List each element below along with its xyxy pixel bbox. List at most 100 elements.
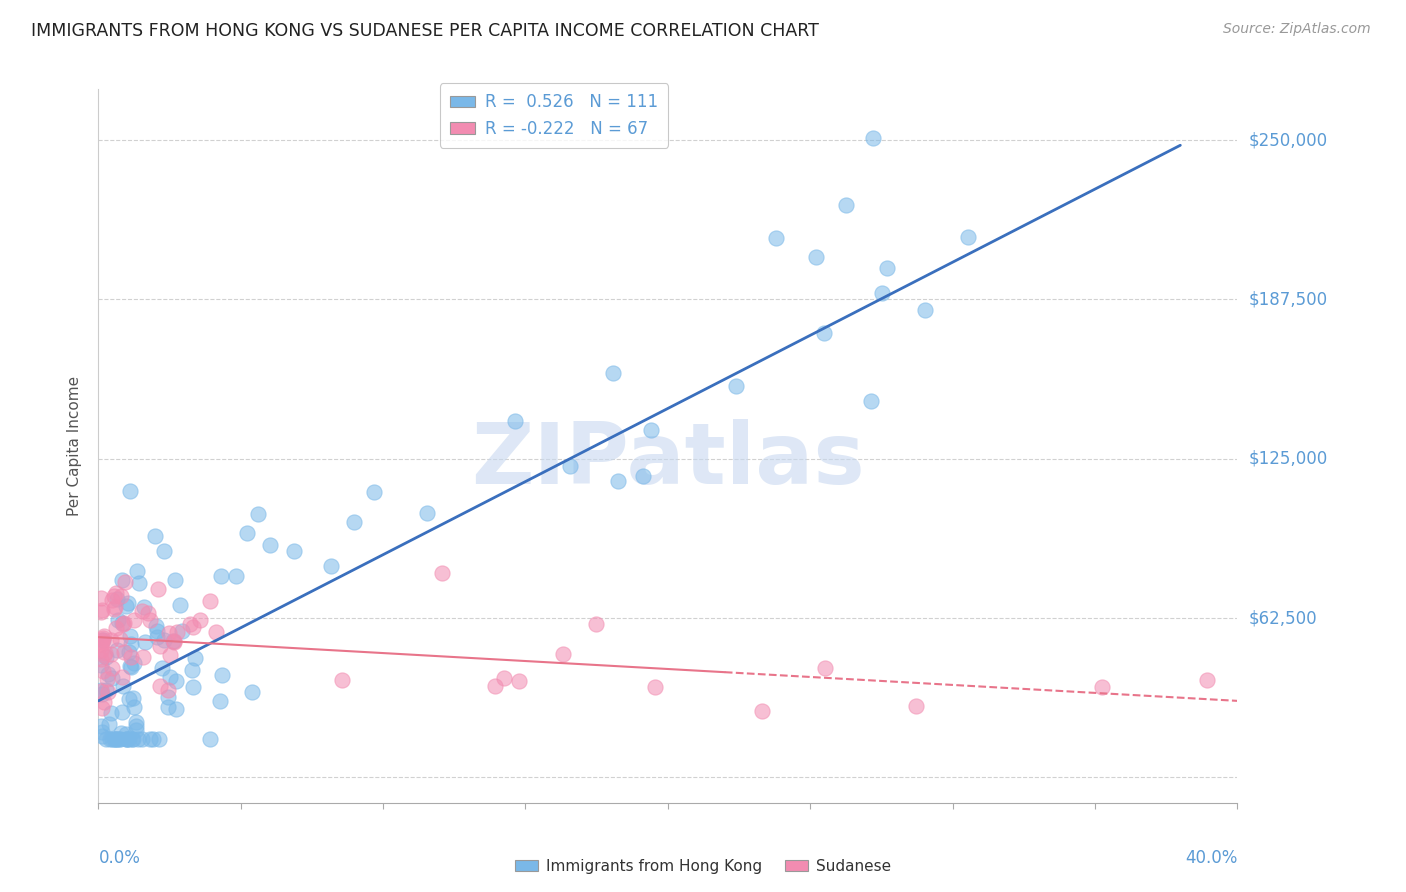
Point	[134, 600, 156, 615]
Point	[143, 528, 166, 542]
Point	[725, 379, 748, 393]
Text: Source: ZipAtlas.com: Source: ZipAtlas.com	[1223, 22, 1371, 37]
Text: $187,500: $187,500	[1249, 291, 1327, 309]
Point	[492, 672, 515, 686]
Point	[503, 414, 526, 428]
Point	[100, 706, 122, 721]
Point	[100, 632, 122, 647]
Point	[93, 646, 115, 660]
Point	[156, 682, 179, 697]
Point	[122, 613, 145, 627]
Text: ZIPatlas: ZIPatlas	[471, 418, 865, 502]
Point	[180, 663, 202, 677]
Point	[602, 367, 624, 381]
Point	[145, 618, 167, 632]
Point	[90, 606, 112, 620]
Point	[198, 593, 221, 607]
Point	[120, 650, 142, 665]
Point	[118, 483, 141, 498]
Point	[90, 719, 112, 733]
Point	[93, 629, 115, 643]
Point	[105, 592, 128, 607]
Point	[111, 573, 134, 587]
Point	[205, 625, 228, 640]
Point	[94, 683, 117, 698]
Point	[93, 648, 115, 663]
Point	[122, 691, 145, 706]
Point	[211, 668, 233, 682]
Point	[163, 634, 186, 648]
Point	[120, 660, 142, 674]
Point	[1195, 673, 1218, 687]
Point	[105, 643, 128, 657]
Point	[90, 633, 112, 648]
Point	[103, 732, 125, 747]
Point	[765, 231, 787, 245]
Point	[585, 616, 607, 631]
Point	[93, 631, 115, 645]
Point	[283, 543, 305, 558]
Point	[90, 701, 112, 715]
Point	[551, 647, 574, 661]
Point	[90, 591, 112, 606]
Point	[179, 616, 201, 631]
Point	[188, 613, 211, 627]
Point	[94, 732, 117, 747]
Point	[165, 702, 187, 716]
Point	[142, 732, 165, 747]
Point	[136, 606, 159, 620]
Point	[343, 515, 366, 529]
Point	[108, 732, 131, 747]
Point	[870, 285, 893, 300]
Point	[640, 423, 662, 437]
Point	[90, 643, 112, 657]
Y-axis label: Per Capita Income: Per Capita Income	[67, 376, 83, 516]
Point	[162, 634, 184, 648]
Point	[125, 564, 148, 578]
Point	[90, 652, 112, 666]
Point	[104, 621, 127, 635]
Point	[91, 664, 114, 678]
Point	[90, 684, 112, 698]
Point	[166, 625, 188, 640]
Point	[200, 732, 222, 747]
Point	[112, 644, 135, 658]
Text: $125,000: $125,000	[1249, 450, 1327, 467]
Point	[104, 599, 127, 614]
Point	[319, 558, 342, 573]
Point	[150, 661, 173, 675]
Point	[156, 700, 179, 714]
Point	[91, 635, 114, 649]
Point	[104, 732, 127, 747]
Point	[91, 687, 114, 701]
Point	[876, 261, 898, 276]
Point	[96, 672, 118, 686]
Point	[125, 714, 148, 729]
Point	[120, 659, 142, 673]
Point	[183, 620, 205, 634]
Point	[101, 661, 124, 675]
Point	[90, 658, 112, 673]
Point	[115, 727, 138, 741]
Point	[146, 582, 169, 596]
Point	[97, 666, 120, 681]
Point	[122, 656, 145, 670]
Point	[125, 719, 148, 733]
Point	[134, 635, 156, 649]
Point	[120, 629, 142, 643]
Point	[225, 569, 247, 583]
Point	[110, 726, 132, 740]
Point	[806, 251, 828, 265]
Text: $62,500: $62,500	[1249, 609, 1317, 627]
Point	[139, 614, 162, 628]
Point	[236, 525, 259, 540]
Point	[484, 679, 506, 693]
Point	[1091, 680, 1114, 694]
Point	[115, 732, 138, 747]
Point	[91, 603, 114, 617]
Point	[914, 303, 936, 318]
Point	[246, 507, 269, 521]
Point	[560, 458, 582, 473]
Point	[152, 544, 174, 558]
Point	[115, 732, 138, 747]
